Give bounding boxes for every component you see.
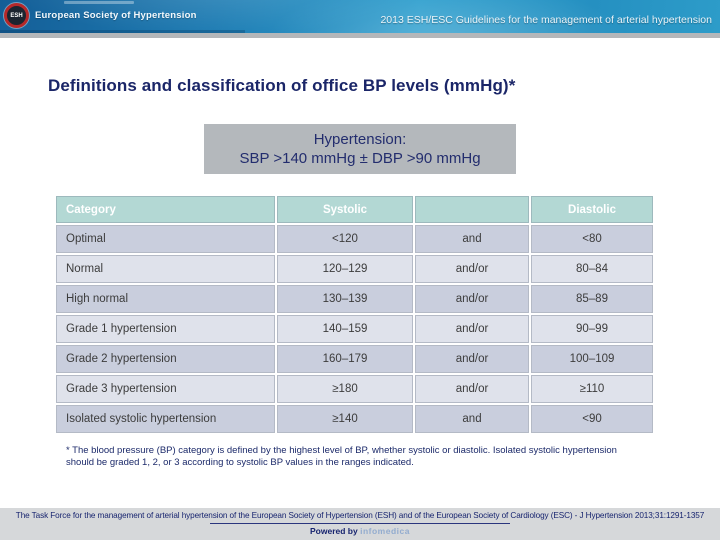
value-cell: and/or — [415, 375, 529, 403]
table-row: High normal 130–139 and/or 85–89 — [56, 285, 653, 313]
value-cell: 80–84 — [531, 255, 653, 283]
category-cell: High normal — [56, 285, 275, 313]
value-cell: 160–179 — [277, 345, 413, 373]
category-cell: Optimal — [56, 225, 275, 253]
powered-by: Powered by infomedica — [0, 526, 720, 536]
column-header — [415, 196, 529, 223]
value-cell: and/or — [415, 315, 529, 343]
table-row: Normal 120–129 and/or 80–84 — [56, 255, 653, 283]
infomedica-logo: infomedica — [360, 526, 410, 536]
column-header: Systolic — [277, 196, 413, 223]
column-header: Diastolic — [531, 196, 653, 223]
header-row: Category Systolic Diastolic — [56, 196, 653, 223]
hypertension-box-line1: Hypertension: — [313, 130, 407, 148]
citation-text: The Task Force for the management of art… — [15, 511, 705, 520]
table-row: Grade 2 hypertension 160–179 and/or 100–109 — [56, 345, 653, 373]
org-tagline-decoration — [64, 1, 134, 4]
powered-by-label: Powered by — [310, 526, 358, 536]
hypertension-box-line2: SBP >140 mmHg ± DBP >90 mmHg — [239, 150, 481, 167]
esh-logo: ESH European Society of Hypertension — [4, 3, 197, 28]
value-cell: 85–89 — [531, 285, 653, 313]
table-row: Isolated systolic hypertension ≥140 and <90 — [56, 405, 653, 433]
org-name: European Society of Hypertension — [35, 10, 197, 21]
category-cell: Isolated systolic hypertension — [56, 405, 275, 433]
category-cell: Normal — [56, 255, 275, 283]
page-title: Definitions and classification of office… — [48, 76, 516, 95]
value-cell: <120 — [277, 225, 413, 253]
header-banner: ESH European Society of Hypertension 201… — [0, 0, 720, 33]
banner-title: 2013 ESH/ESC Guidelines for the manageme… — [380, 14, 712, 26]
column-header: Category — [56, 196, 275, 223]
value-cell: and/or — [415, 345, 529, 373]
footer: The Task Force for the management of art… — [0, 508, 720, 540]
value-cell: and/or — [415, 285, 529, 313]
value-cell: 90–99 — [531, 315, 653, 343]
footer-divider — [210, 523, 510, 524]
value-cell: 120–129 — [277, 255, 413, 283]
bp-table-head: Category Systolic Diastolic — [56, 196, 653, 223]
banner-divider — [0, 33, 720, 38]
bp-classification-table: Category Systolic Diastolic Optimal <120 and… — [54, 194, 655, 435]
hypertension-definition-box: Hypertension: SBP >140 mmHg ± DBP >90 mm… — [204, 124, 516, 174]
footnote: * The blood pressure (BP) category is de… — [66, 445, 617, 469]
value-cell: 140–159 — [277, 315, 413, 343]
table-row: Grade 1 hypertension 140–159 and/or 90–99 — [56, 315, 653, 343]
value-cell: <80 — [531, 225, 653, 253]
value-cell: and — [415, 225, 529, 253]
table-row: Optimal <120 and <80 — [56, 225, 653, 253]
value-cell: ≥140 — [277, 405, 413, 433]
table-row: Grade 3 hypertension ≥180 and/or ≥110 — [56, 375, 653, 403]
category-cell: Grade 3 hypertension — [56, 375, 275, 403]
category-cell: Grade 1 hypertension — [56, 315, 275, 343]
value-cell: and/or — [415, 255, 529, 283]
category-cell: Grade 2 hypertension — [56, 345, 275, 373]
bp-table-body: Optimal <120 and <80 Normal 120–129 and/or 80–8… — [56, 225, 653, 433]
value-cell: ≥180 — [277, 375, 413, 403]
value-cell: 100–109 — [531, 345, 653, 373]
value-cell: ≥110 — [531, 375, 653, 403]
value-cell: 130–139 — [277, 285, 413, 313]
esh-emblem-icon: ESH — [4, 3, 29, 28]
value-cell: <90 — [531, 405, 653, 433]
value-cell: and — [415, 405, 529, 433]
